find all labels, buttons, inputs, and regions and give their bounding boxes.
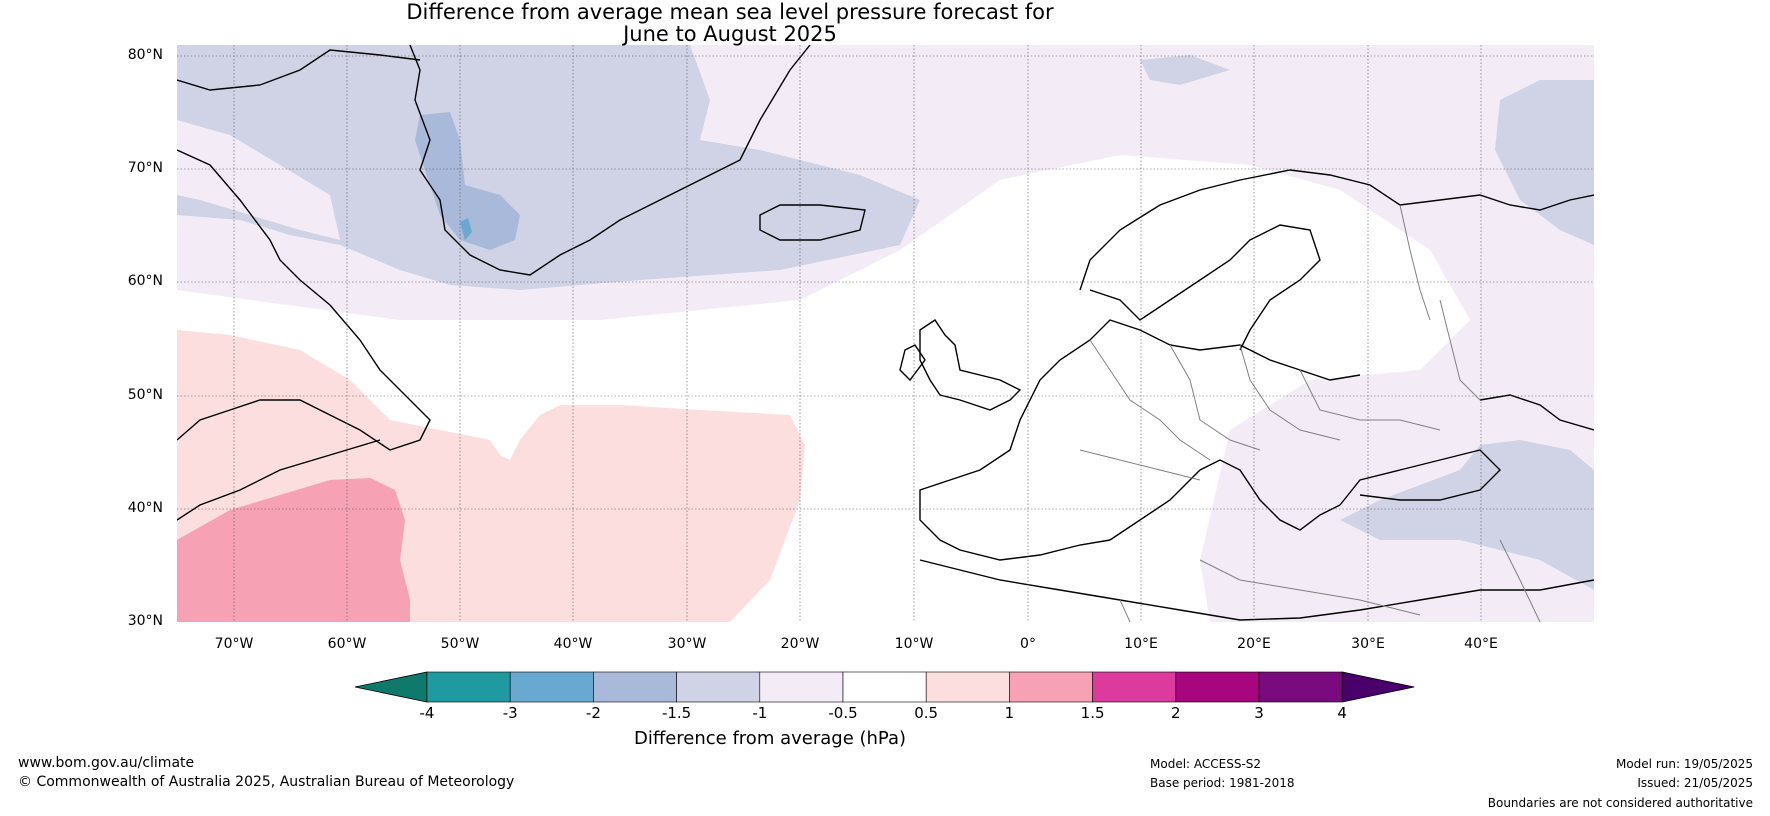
lon-label: 60°W	[327, 636, 367, 652]
lon-label: 0°	[1020, 636, 1036, 652]
lat-label: 70°N	[127, 160, 163, 176]
lon-label: 30°W	[667, 636, 707, 652]
colorbar	[354, 671, 1415, 703]
lat-label: 40°N	[127, 500, 163, 516]
lat-label: 60°N	[127, 273, 163, 289]
graticule	[177, 45, 1594, 622]
colorbar-label: Difference from average (hPa)	[633, 728, 907, 749]
anomaly-region-lavender-northeast	[1495, 80, 1594, 245]
colorbar-segment	[1175, 671, 1260, 703]
colorbar-segment	[842, 671, 927, 703]
base-period-text: Base period: 1981-2018	[1150, 776, 1295, 790]
colorbar-tick-label: 1.5	[1080, 704, 1105, 722]
colorbar-tick-label: -3	[502, 704, 518, 722]
colorbar-segment	[1092, 671, 1177, 703]
lon-label: 10°W	[894, 636, 934, 652]
lon-label: 20°E	[1237, 636, 1271, 652]
lon-label: 50°W	[440, 636, 480, 652]
anomaly-region-lighter-davis	[177, 120, 340, 240]
model-run-text: Model run: 19/05/2025	[1615, 757, 1753, 771]
colorbar-segment	[1009, 671, 1093, 703]
copyright-text: © Commonwealth of Australia 2025, Austra…	[18, 774, 515, 790]
anomaly-region-blue-greenland	[415, 112, 520, 250]
colorbar-tick-label: -1.5	[661, 704, 692, 722]
lon-label: 10°E	[1124, 636, 1158, 652]
anomaly-region-lavender-southeast	[1340, 440, 1594, 590]
lon-label: 40°W	[553, 636, 593, 652]
colorbar-tick-label: 4	[1337, 704, 1347, 722]
colorbar-segment	[759, 671, 844, 703]
colorbar-tick-label: 3	[1254, 704, 1264, 722]
colorbar-tick-label: 2	[1171, 704, 1181, 722]
country-borders	[1079, 204, 1541, 622]
colorbar-segment	[509, 671, 594, 703]
lat-label: 30°N	[127, 613, 163, 629]
anomaly-region-mid-blue-spot	[460, 218, 472, 240]
website-text: www.bom.gov.au/climate	[18, 755, 195, 771]
anomaly-region-lavender-northwest	[177, 45, 920, 290]
disclaimer-text: Boundaries are not considered authoritat…	[1487, 796, 1753, 810]
map-title-line1: Difference from average mean sea level p…	[406, 0, 1054, 24]
colorbar-segment	[426, 671, 511, 703]
lat-label: 50°N	[127, 387, 163, 403]
colorbar-segment	[1258, 671, 1343, 703]
anomaly-region-lavender-svalbard	[1140, 55, 1230, 85]
colorbar-tick-label: 1	[1004, 704, 1015, 722]
colorbar-segment	[676, 671, 761, 703]
colorbar-arrow-low	[354, 671, 428, 703]
lat-label: 80°N	[127, 47, 163, 63]
lon-label: 30°E	[1351, 636, 1385, 652]
colorbar-arrow-high	[1341, 671, 1415, 703]
coastlines	[177, 45, 1594, 621]
anomaly-region-pink	[177, 478, 410, 622]
model-text: Model: ACCESS-S2	[1150, 757, 1262, 771]
colorbar-tick-label: -1	[752, 704, 768, 722]
colorbar-tick-label: -0.5	[828, 704, 858, 722]
colorbar-tick-label: -4	[419, 704, 435, 722]
colorbar-tick-label: 0.5	[914, 704, 939, 722]
colorbar-segment	[593, 671, 677, 703]
lon-label: 20°W	[780, 636, 820, 652]
colorbar-segment	[925, 671, 1010, 703]
lon-label: 70°W	[214, 636, 254, 652]
colorbar-tick-label: -2	[585, 704, 601, 722]
map-title-line2: June to August 2025	[623, 22, 837, 46]
lon-label: 40°E	[1464, 636, 1498, 652]
issued-text: Issued: 21/05/2025	[1637, 776, 1753, 790]
